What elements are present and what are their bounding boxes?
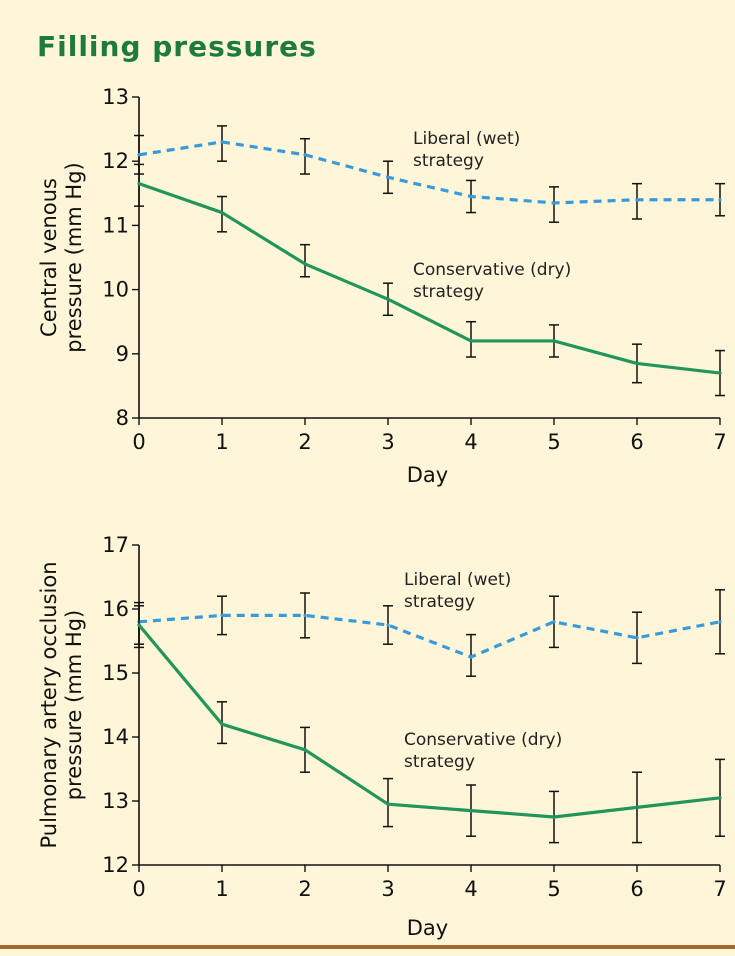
chart1-liberal-data-point <box>718 198 722 202</box>
chart1-x-tick-label: 3 <box>381 430 394 454</box>
chart2-liberal-data-point <box>718 620 722 624</box>
chart2-conservative-data-point <box>718 796 722 800</box>
chart2-conservative-series-line <box>137 623 721 819</box>
chart1-y-tick-label: 13 <box>102 85 129 109</box>
chart1-conservative-series-line <box>138 182 721 375</box>
chart2-conservative-data-point <box>137 623 141 627</box>
chart1-liberal-data-point <box>386 175 390 179</box>
chart1-x-tick-label: 0 <box>132 430 145 454</box>
chart2-conservative-data-point <box>469 809 473 813</box>
chart2-liberal-data-point <box>220 613 224 618</box>
chart2-conservative-data-point <box>303 748 307 752</box>
chart1-x-tick-label: 7 <box>713 430 726 454</box>
chart2-conservative-data-point <box>552 815 556 819</box>
panel-title: Filling pressures <box>37 30 317 63</box>
chart2-x-tick-label: 2 <box>298 877 311 901</box>
chart1-y-tick-label: 12 <box>102 149 129 173</box>
chart1-conservative-data-point <box>635 361 639 366</box>
chart2-y-tick-label: 13 <box>102 789 129 813</box>
chart1-y-axis-title: Central venouspressure (mm Hg) <box>37 162 86 352</box>
chart1-conservative-data-point <box>137 182 141 186</box>
chart1-conservative-data-point <box>469 339 473 343</box>
chart1-liberal-series-label: strategy <box>413 151 484 171</box>
chart2-x-axis-title: Day <box>407 916 448 940</box>
chart1-conservative-data-point <box>303 262 307 266</box>
chart1-x-axis-title: Day <box>407 463 448 487</box>
chart1-liberal-data-point <box>635 198 639 202</box>
chart2-liberal-data-point <box>303 613 307 618</box>
chart2-x-tick-label: 0 <box>132 877 145 901</box>
chart2-conservative-data-point <box>635 805 639 810</box>
chart2-conservative-series-label: Conservative (dry) <box>404 730 562 750</box>
chart2-liberal-data-point <box>552 620 556 624</box>
chart2-x-tick-label: 5 <box>547 877 560 901</box>
chart1-liberal-data-point <box>137 153 141 157</box>
chart2-x-tick-label: 3 <box>381 877 394 901</box>
chart2-y-tick-label: 17 <box>102 533 129 557</box>
chart1-y-tick-label: 10 <box>102 278 129 302</box>
chart1-x-tick-label: 1 <box>215 430 228 454</box>
chart2-y-axis-title-line: pressure (mm Hg) <box>62 610 86 800</box>
chart2-y-axis-title-line: Pulmonary artery occlusion <box>37 561 61 848</box>
chart1-liberal-data-point <box>552 201 556 205</box>
chart1-conservative-series-label: strategy <box>413 282 484 302</box>
chart1-liberal-series-label: Liberal (wet) <box>413 129 520 149</box>
chart2-conservative-series-label: strategy <box>404 752 475 772</box>
chart2-x-tick-label: 1 <box>215 877 228 901</box>
chart2-x-tick-label: 7 <box>713 877 726 901</box>
chart1-conservative-data-point <box>386 297 390 301</box>
chart2-y-tick-label: 16 <box>102 597 129 621</box>
chart1-x-tick-label: 2 <box>298 430 311 454</box>
chart1-liberal-data-point <box>220 140 224 144</box>
chart2-liberal-data-point <box>386 623 390 627</box>
chart1-y-tick-label: 11 <box>102 213 129 237</box>
chart2-y-tick-label: 15 <box>102 661 129 685</box>
chart1-y-axis-title-line: pressure (mm Hg) <box>62 162 86 352</box>
chart2-y-tick-label: 14 <box>102 725 129 749</box>
chart2-conservative-data-point <box>386 802 390 806</box>
chart1-conservative-data-point <box>552 339 556 343</box>
chart1-liberal-series-line <box>138 140 720 205</box>
chart1-y-axis-title-line: Central venous <box>37 178 61 337</box>
chart2-conservative-data-point <box>220 722 224 726</box>
chart2-x-tick-label: 6 <box>630 877 643 901</box>
bottom-rule <box>0 945 735 949</box>
chart1-liberal-data-point <box>303 153 307 157</box>
chart1-y-tick-label: 9 <box>116 342 129 366</box>
chart2-x-tick-label: 4 <box>464 877 477 901</box>
chart2-liberal-series-line <box>138 613 721 659</box>
chart2-liberal-data-point <box>635 636 639 640</box>
chart1-conservative-data-point <box>718 371 722 375</box>
chart1-x-tick-label: 5 <box>547 430 560 454</box>
chart1-y-tick-label: 8 <box>116 406 129 430</box>
chart2-y-tick-label: 12 <box>102 853 129 877</box>
chart2-liberal-data-point <box>469 655 473 659</box>
chart1-x-tick-label: 6 <box>630 430 643 454</box>
chart1-conservative-series-label: Conservative (dry) <box>413 260 571 280</box>
chart2-liberal-series-label: strategy <box>404 592 475 612</box>
chart1-conservative-data-point <box>220 210 224 215</box>
chart2-liberal-series-label: Liberal (wet) <box>404 570 511 590</box>
chart1-liberal-data-point <box>469 194 473 199</box>
chart2-y-axis-title: Pulmonary artery occlusionpressure (mm H… <box>37 561 86 848</box>
chart1-x-tick-label: 4 <box>464 430 477 454</box>
